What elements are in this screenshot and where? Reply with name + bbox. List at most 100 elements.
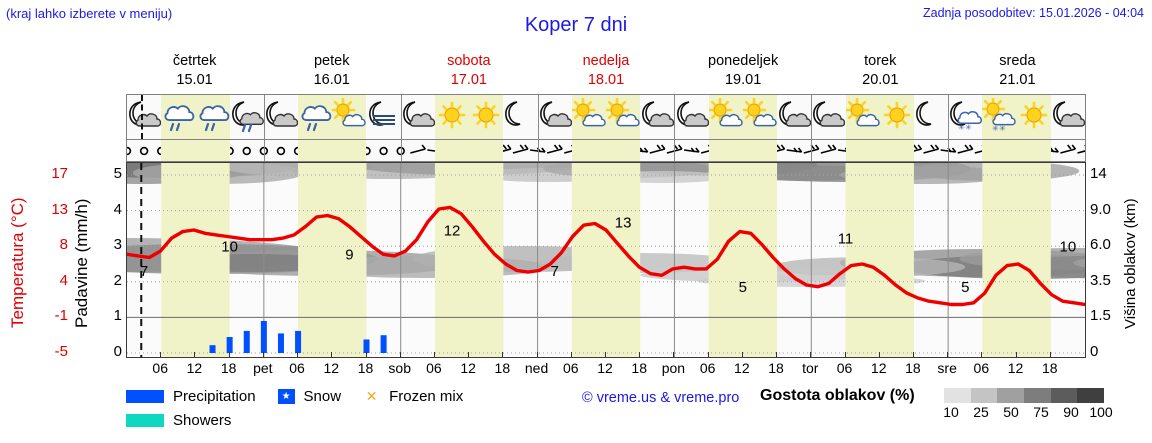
day-date: 18.01 (587, 72, 625, 88)
moon-cloud-icon (538, 98, 572, 138)
legend-item-precipitation: Precipitation (126, 388, 256, 405)
cloud-scale-swatch-100 (1077, 388, 1105, 403)
day-separator (400, 140, 402, 161)
day-separator (263, 95, 265, 139)
legend-label-frozen-mix: Frozen mix (389, 387, 464, 405)
credit-text[interactable]: © vreme.us & vreme.pro (582, 390, 740, 406)
moon-cloud-icon (264, 98, 299, 138)
chart-svg: 71091271351151016-161 ✳✳✕ (0, 152, 1152, 357)
legend-item-snow: ★ Snow (277, 387, 342, 405)
cloud-density-legend-title: Gostota oblakov (%) (760, 387, 915, 404)
moon-cloud-icon (401, 98, 436, 138)
x-axis-tick-label: 12 (734, 360, 750, 376)
x-axis-tick (741, 352, 743, 357)
x-axis-tick (536, 352, 538, 357)
x-axis-tick-label: 12 (460, 360, 476, 376)
legend-item-showers: Showers (126, 412, 231, 429)
x-axis-tick-label: sob (388, 360, 411, 376)
cloud-scale-label: 100 (1089, 404, 1113, 420)
last-update-text: Zadnja posodobitev: 15.01.2026 - 04:04 (922, 6, 1144, 20)
day-header-0: četrtek 15.01 (126, 52, 263, 94)
x-axis-tick-label: 12 (186, 360, 203, 376)
x-axis-tick-label: 12 (323, 360, 340, 376)
x-axis-tick (1049, 352, 1051, 357)
day-separator (948, 95, 950, 139)
weather-icon-band: ✳ ✳ ✳ ✳ (126, 94, 1086, 140)
x-axis-tick-label: 06 (152, 360, 168, 376)
sun-cloud-icon (707, 97, 743, 138)
cloud-scale-label: 75 (1033, 404, 1049, 420)
day-date: 15.01 (176, 72, 213, 88)
moon-fog-icon (367, 98, 401, 138)
moon-cloud-icon (675, 98, 709, 138)
sun-icon (880, 98, 914, 138)
x-axis-tick (468, 352, 470, 357)
gridlines-layer (127, 174, 1085, 354)
x-axis-tick (399, 352, 401, 357)
cloud-scale-swatch-25 (970, 388, 998, 403)
x-axis-tick-label: 06 (973, 360, 990, 376)
cloud-scale-swatch-75 (1024, 388, 1051, 403)
x-axis-tick-label: 12 (597, 360, 613, 376)
x-axis-tick (981, 352, 983, 357)
x-axis-tick-label: 18 (631, 360, 647, 376)
x-axis-tick (639, 352, 641, 357)
x-axis-tick (707, 352, 709, 357)
x-axis-tick (673, 352, 675, 357)
temperature-tick: -1 (54, 307, 68, 325)
day-separator (674, 140, 676, 161)
x-axis-tick (502, 352, 504, 357)
moon-cloud-icon (777, 98, 812, 138)
page-title: Koper 7 dni (524, 14, 628, 36)
cloud-height-tick: 9.0 (1090, 200, 1111, 218)
menu-hint-text: (kraj lahko izberete v meniju) (6, 6, 173, 21)
x-axis-tick-label: 12 (1007, 360, 1024, 376)
x-axis-tick (365, 352, 367, 357)
precipitation-tick: 4 (113, 200, 122, 218)
day-name: sreda (999, 53, 1036, 69)
x-axis-tick (776, 352, 778, 357)
sun-cloud-icon (741, 97, 777, 138)
day-name: petek (313, 53, 350, 69)
moon-cloud-icon (811, 98, 846, 138)
moon-cloud-rain-icon (230, 98, 264, 138)
cloud-height-tick: 6.0 (1090, 236, 1111, 254)
x-axis-tick (297, 352, 299, 357)
svg-text:✳: ✳ (999, 124, 1006, 133)
precip-legend: Precipitation ★ Snow ✕ Frozen mix Shower… (126, 384, 556, 440)
day-separator-layer (140, 163, 949, 357)
sun-cloud-icon (844, 97, 880, 138)
temperature-tick: 17 (51, 165, 68, 182)
moon-icon (914, 98, 948, 138)
rain-cloud-icon (196, 98, 230, 138)
precipitation-swatch (126, 389, 164, 403)
daytime-shade (982, 140, 1051, 161)
sun-cloud-snow-icon: ✳ ✳ (981, 96, 1017, 138)
day-date: 19.01 (724, 72, 762, 88)
precipitation-axis-title: Padavine (mm/h) (72, 198, 91, 328)
day-separator (400, 95, 402, 139)
daytime-shade (298, 140, 367, 161)
legend-label-showers: Showers (173, 411, 232, 429)
x-axis-tick-label: 18 (1041, 360, 1058, 376)
day-date: 16.01 (313, 72, 350, 88)
cloud-scale-label: 25 (973, 404, 989, 420)
moon-cloud-icon (127, 98, 162, 138)
daytime-shade (571, 140, 641, 161)
precipitation-bars-layer (209, 320, 387, 353)
x-axis-tick-label: 18 (494, 360, 511, 376)
current-time-marker (141, 95, 144, 139)
cloud-scale-label: 90 (1063, 404, 1079, 420)
x-axis-tick (331, 352, 333, 357)
day-separator (811, 140, 813, 161)
x-axis-tick-label: pet (253, 360, 273, 376)
x-axis-tick (194, 352, 196, 357)
daytime-shade (161, 140, 230, 161)
x-axis-tick (433, 352, 435, 357)
temperature-label: 9 (345, 247, 353, 264)
legend-label-snow: Snow (303, 387, 342, 405)
rain-cloud-icon (298, 98, 332, 138)
x-axis-tick-label: 06 (699, 360, 716, 376)
cloud-density-scale (944, 388, 1105, 403)
day-header-1: petek 16.01 (263, 52, 400, 94)
